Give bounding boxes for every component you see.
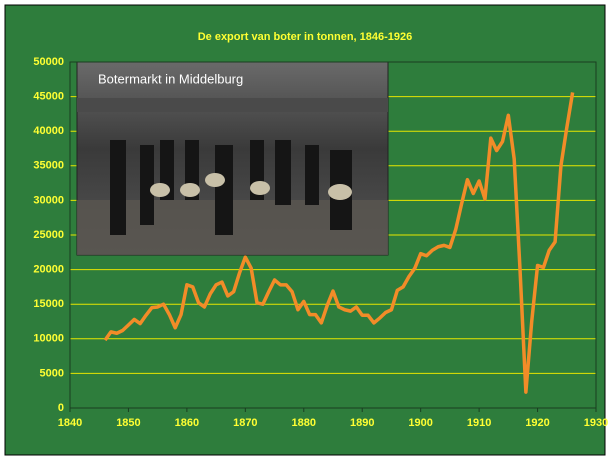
chart: De export van boter in tonnen, 1846-1926… [0, 0, 611, 461]
x-tick-label: 1890 [350, 417, 374, 429]
y-tick-label: 50000 [33, 56, 64, 68]
y-tick-label: 30000 [33, 194, 64, 206]
y-tick-label: 20000 [33, 264, 64, 276]
x-tick-label: 1850 [116, 417, 140, 429]
x-tick-label: 1870 [233, 417, 257, 429]
page: {"chart_data": {"type": "line", "title":… [0, 0, 611, 461]
x-tick-label: 1880 [292, 417, 316, 429]
x-tick-label: 1860 [175, 417, 199, 429]
y-tick-label: 10000 [33, 333, 64, 345]
y-tick-label: 40000 [33, 125, 64, 137]
x-tick-label: 1930 [584, 417, 608, 429]
y-tick-label: 0 [58, 402, 64, 414]
x-tick-label: 1920 [525, 417, 549, 429]
x-tick-label: 1900 [408, 417, 432, 429]
photo-roof [77, 98, 388, 112]
y-tick-label: 15000 [33, 298, 64, 310]
y-tick-label: 5000 [40, 367, 64, 379]
y-tick-label: 45000 [33, 91, 64, 103]
inset-caption: Botermarkt in Middelburg [98, 71, 243, 86]
x-tick-label: 1910 [467, 417, 491, 429]
x-tick-label: 1840 [58, 417, 82, 429]
y-tick-label: 25000 [33, 229, 64, 241]
y-tick-label: 35000 [33, 160, 64, 172]
inset-photo: Botermarkt in Middelburg [77, 62, 388, 255]
chart-title: De export van boter in tonnen, 1846-1926 [198, 31, 413, 43]
